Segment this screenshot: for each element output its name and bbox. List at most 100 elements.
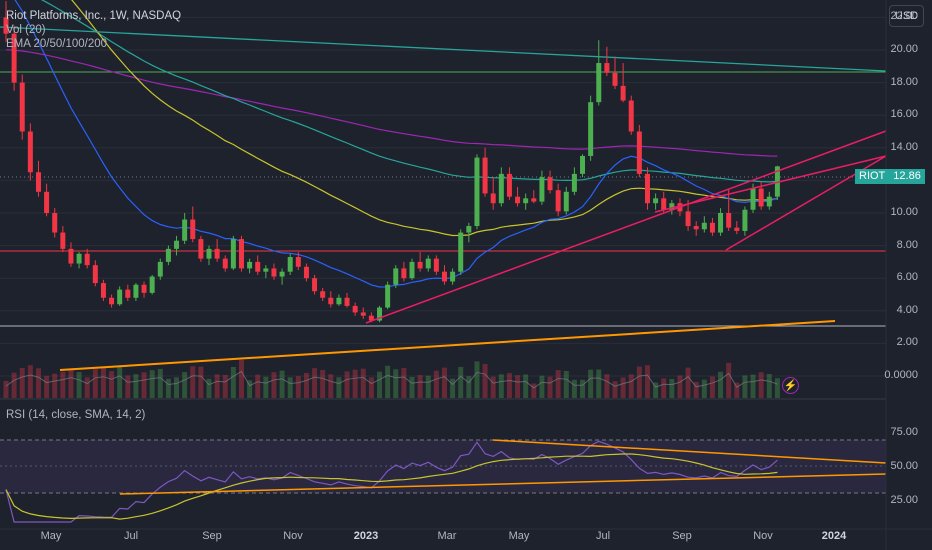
time-axis-label: Sep	[672, 530, 692, 542]
currency-button[interactable]: USD	[889, 5, 924, 27]
time-axis-label: Nov	[753, 530, 773, 542]
volume-bar	[669, 378, 675, 398]
time-axis-label: Jul	[595, 530, 611, 542]
rsi-lower-trendline[interactable]	[119, 473, 887, 495]
lightning-icon[interactable]: ⚡	[782, 377, 799, 394]
volume-bar	[255, 374, 261, 398]
candle-body	[149, 276, 155, 293]
candle-body	[433, 258, 439, 272]
candle-body	[531, 198, 537, 202]
volume-bar	[580, 379, 586, 398]
candle-body	[636, 131, 642, 174]
volume-bar	[523, 374, 529, 398]
volume-trendline[interactable]	[59, 320, 836, 371]
volume-bar	[174, 377, 180, 398]
volume-bar	[661, 378, 667, 398]
candle-body	[571, 173, 577, 192]
volume-bar	[3, 380, 9, 398]
volume-bar	[701, 379, 707, 398]
volume-bar	[84, 377, 90, 398]
volume-legend[interactable]: Vol (20)	[6, 24, 46, 36]
time-axis-label: May	[508, 530, 530, 542]
volume-bar	[766, 374, 772, 398]
time-axis-label: Nov	[283, 530, 303, 542]
volume-bar	[222, 374, 228, 398]
volume-bar	[685, 367, 691, 398]
candle-body	[718, 213, 724, 233]
volume-bar	[182, 372, 188, 398]
candle-body	[490, 193, 496, 204]
candle-body	[693, 226, 699, 230]
candle-body	[401, 268, 407, 279]
candle-body	[320, 291, 326, 298]
rsi-axis-label: 75.00	[890, 426, 918, 438]
volume-bar	[52, 373, 58, 398]
candle-body	[52, 213, 58, 233]
rsi-band	[0, 440, 886, 493]
volume-bar	[506, 373, 512, 398]
candle-body	[247, 261, 253, 269]
volume-bar	[377, 371, 383, 398]
candle-body	[76, 253, 82, 264]
volume-bar	[726, 362, 732, 398]
volume-bar	[620, 377, 626, 398]
candle-body	[255, 261, 261, 272]
candle-body	[133, 284, 139, 298]
time-axis-label: 2024	[821, 530, 847, 542]
price-axis-label: 10.00	[890, 206, 918, 218]
candle-body	[539, 177, 545, 202]
volume-bar	[758, 372, 764, 398]
candlestick-series	[3, 1, 780, 323]
price-tag-value: 12.86	[889, 169, 925, 184]
candle-body	[563, 191, 569, 212]
rising-channel-upper-trendline[interactable]	[654, 155, 887, 213]
candle-body	[303, 266, 309, 279]
volume-bar	[27, 365, 33, 398]
candle-body	[685, 211, 691, 227]
candle-body	[287, 257, 293, 272]
volume-bar	[498, 374, 504, 398]
rsi-axis-label: 50.00	[890, 460, 918, 472]
candle-body	[766, 196, 772, 207]
candle-body	[198, 239, 204, 259]
volume-bar	[441, 367, 447, 398]
candle-body	[653, 198, 659, 204]
candle-body	[482, 157, 488, 194]
volume-bar	[141, 372, 147, 398]
ema-legend[interactable]: EMA 20/50/100/200	[6, 38, 108, 50]
symbol-title[interactable]: Riot Platforms, Inc., 1W, NASDAQ	[6, 10, 182, 22]
volume-bar	[352, 369, 358, 398]
candle-body	[100, 283, 106, 298]
volume-bar	[547, 376, 553, 398]
candle-body	[441, 271, 447, 282]
candle-body	[726, 213, 732, 228]
candle-body	[360, 312, 366, 316]
volume-bar	[312, 368, 318, 398]
candle-body	[344, 297, 350, 306]
descending-trendline[interactable]	[0, 26, 887, 72]
volume-bar	[133, 374, 139, 398]
price-axis-label: 14.00	[890, 140, 918, 153]
price-axis-label: 16.00	[890, 108, 918, 121]
volume-bar	[385, 365, 391, 398]
volume-bar	[588, 369, 594, 398]
candle-body	[555, 190, 561, 212]
volume-bar	[425, 375, 431, 398]
rising-wedge-lower-trendline[interactable]	[365, 130, 887, 324]
rsi-legend[interactable]: RSI (14, close, SMA, 14, 2)	[6, 409, 146, 421]
volume-bar	[604, 374, 610, 398]
volume-bar	[563, 370, 569, 398]
volume-bar	[409, 376, 415, 398]
candle-body	[628, 100, 634, 132]
price-axis-label: 4.00	[896, 303, 918, 316]
volume-bar	[458, 366, 464, 398]
volume-bar	[198, 366, 204, 398]
volume-bar	[734, 382, 740, 398]
volume-bar	[709, 376, 715, 398]
rsi-upper-trendline[interactable]	[492, 439, 887, 464]
price-axis-label: 6.00	[896, 271, 918, 284]
volume-bar	[644, 365, 650, 398]
time-axis-label: 2023	[353, 530, 379, 542]
volume-bar	[238, 360, 244, 398]
